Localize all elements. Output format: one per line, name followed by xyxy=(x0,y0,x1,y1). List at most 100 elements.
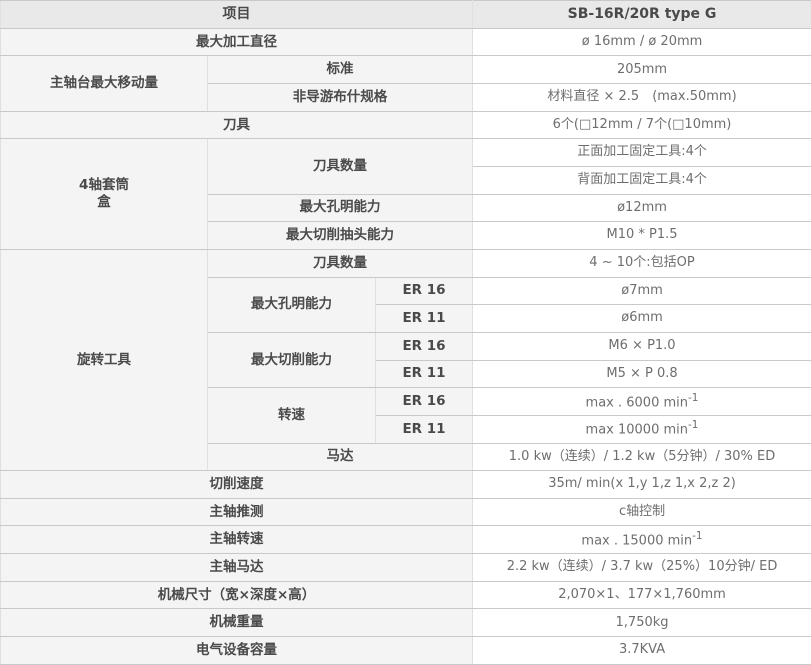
label-motor-text: 马达 xyxy=(327,448,354,464)
value-front-fixed-tools-text: 正面加工固定工具:4个 xyxy=(577,144,707,159)
value-spindle-speed-superscript: -1 xyxy=(692,530,702,542)
value-spindle-speed-text: max . 15000 min xyxy=(581,533,692,548)
label-headstock-max-stroke-text: 主轴台最大移动量 xyxy=(50,75,158,91)
label-motor: 马达 xyxy=(208,443,473,471)
label-tool-count-text: 刀具数量 xyxy=(313,158,367,174)
value-cutting-speed-text: 35m/ min(x 1,y 1,z 1,x 2,z 2) xyxy=(548,476,736,491)
value-motor-text: 1.0 kw（连续）/ 1.2 kw（5分钟）/ 30% ED xyxy=(509,449,775,464)
table-row: 项目 SB-16R/20R type G xyxy=(1,1,811,29)
value-er16-speed-text: max . 6000 min xyxy=(586,395,688,410)
value-max-tapping-capacity: M10 * P1.5 xyxy=(473,222,811,250)
value-max-machining-diameter: ø 16mm / ø 20mm xyxy=(473,28,811,56)
value-machine-weight-text: 1,750kg xyxy=(616,615,669,630)
value-non-guide-bush-spec: 材料直径 × 2.5 (max.50mm) xyxy=(473,83,811,111)
column-header-item-text: 项目 xyxy=(223,6,251,22)
label-er11-text: ER 11 xyxy=(402,421,445,437)
label-max-machining-diameter: 最大加工直径 xyxy=(1,28,473,56)
value-rotary-tool-count: 4 ~ 10个:包括OP xyxy=(473,249,811,277)
label-tools: 刀具 xyxy=(1,111,473,139)
label-spindle-speed: 主轴转速 xyxy=(1,526,473,554)
value-er11-tapping: M5 × P 0.8 xyxy=(473,360,811,388)
label-tools-text: 刀具 xyxy=(223,117,250,133)
label-machine-weight: 机械重量 xyxy=(1,609,473,637)
value-er11-drilling: ø6mm xyxy=(473,305,811,333)
value-machine-dimensions: 2,070×1、177×1,760mm xyxy=(473,581,811,609)
value-electrical-capacity-text: 3.7KVA xyxy=(619,642,665,657)
value-er11-speed-superscript: -1 xyxy=(688,419,698,431)
label-er11: ER 11 xyxy=(376,415,473,443)
label-er16: ER 16 xyxy=(376,388,473,416)
label-spindle-indexing: 主轴推测 xyxy=(1,498,473,526)
label-rotary-tools-text: 旋转工具 xyxy=(77,352,131,368)
label-cutting-speed-text: 切削速度 xyxy=(210,476,264,492)
value-max-machining-diameter-text: ø 16mm / ø 20mm xyxy=(582,34,703,49)
column-header-model: SB-16R/20R type G xyxy=(473,1,811,29)
table-row: 最大加工直径 ø 16mm / ø 20mm xyxy=(1,28,811,56)
label-spindle-motor: 主轴马达 xyxy=(1,554,473,582)
value-rotary-tool-count-text: 4 ~ 10个:包括OP xyxy=(589,255,694,270)
table-row: 机械重量 1,750kg xyxy=(1,609,811,637)
value-motor: 1.0 kw（连续）/ 1.2 kw（5分钟）/ 30% ED xyxy=(473,443,811,471)
value-spindle-speed: max . 15000 min-1 xyxy=(473,526,811,554)
value-tools-text: 6个(□12mm / 7个(□10mm) xyxy=(553,117,732,132)
label-er16-text: ER 16 xyxy=(402,393,445,409)
label-max-drilling-capacity: 最大孔明能力 xyxy=(208,194,473,222)
label-rotary-tools: 旋转工具 xyxy=(1,249,208,470)
label-rotary-max-tapping: 最大切削能力 xyxy=(208,332,376,387)
label-max-drilling-capacity-text: 最大孔明能力 xyxy=(300,199,381,215)
label-cutting-speed: 切削速度 xyxy=(1,471,473,499)
value-non-guide-bush-spec-text: 材料直径 × 2.5 (max.50mm) xyxy=(547,89,736,104)
label-4-axis-sleeve-box-text: 4轴套筒 盒 xyxy=(79,177,129,210)
label-electrical-capacity-text: 电气设备容量 xyxy=(196,642,277,658)
label-machine-dimensions-text: 机械尺寸（宽×深度×高） xyxy=(158,587,316,603)
table-row: 电气设备容量 3.7KVA xyxy=(1,637,811,665)
label-machine-weight-text: 机械重量 xyxy=(210,614,264,630)
table-row: 刀具 6个(□12mm / 7个(□10mm) xyxy=(1,111,811,139)
value-back-fixed-tools: 背面加工固定工具:4个 xyxy=(473,166,811,194)
label-max-machining-diameter-text: 最大加工直径 xyxy=(196,34,277,50)
value-machine-dimensions-text: 2,070×1、177×1,760mm xyxy=(558,587,726,602)
table-row: 主轴推测 c轴控制 xyxy=(1,498,811,526)
table-row: 主轴马达 2.2 kw（连续）/ 3.7 kw（25%）10分钟/ ED xyxy=(1,554,811,582)
label-rotation-speed-text: 转速 xyxy=(278,407,305,423)
value-er11-drilling-text: ø6mm xyxy=(621,310,663,325)
label-rotary-tool-count: 刀具数量 xyxy=(208,249,473,277)
label-rotation-speed: 转速 xyxy=(208,388,376,443)
label-spindle-indexing-text: 主轴推测 xyxy=(210,504,264,520)
label-standard-text: 标准 xyxy=(327,61,354,77)
table-row: 4轴套筒 盒刀具数量正面加工固定工具:4个 xyxy=(1,139,811,167)
label-er16: ER 16 xyxy=(376,332,473,360)
label-rotary-max-drilling-text: 最大孔明能力 xyxy=(251,296,332,312)
label-non-guide-bush-spec-text: 非导游布什规格 xyxy=(293,89,388,105)
value-spindle-motor-text: 2.2 kw（连续）/ 3.7 kw（25%）10分钟/ ED xyxy=(507,559,778,574)
value-machine-weight: 1,750kg xyxy=(473,609,811,637)
label-max-tapping-capacity: 最大切削抽头能力 xyxy=(208,222,473,250)
label-er11-text: ER 11 xyxy=(402,310,445,326)
label-electrical-capacity: 电气设备容量 xyxy=(1,637,473,665)
value-er16-speed-superscript: -1 xyxy=(688,392,698,404)
column-header-model-text: SB-16R/20R type G xyxy=(568,6,717,22)
table-row: 切削速度 35m/ min(x 1,y 1,z 1,x 2,z 2) xyxy=(1,471,811,499)
label-spindle-motor-text: 主轴马达 xyxy=(210,559,264,575)
label-er11-text: ER 11 xyxy=(402,365,445,381)
label-tool-count: 刀具数量 xyxy=(208,139,473,194)
label-machine-dimensions: 机械尺寸（宽×深度×高） xyxy=(1,581,473,609)
column-header-item: 项目 xyxy=(1,1,473,29)
label-er11: ER 11 xyxy=(376,305,473,333)
label-er16-text: ER 16 xyxy=(402,282,445,298)
value-er16-tapping-text: M6 × P1.0 xyxy=(608,338,675,353)
label-er11: ER 11 xyxy=(376,360,473,388)
value-er11-tapping-text: M5 × P 0.8 xyxy=(606,366,677,381)
label-er16: ER 16 xyxy=(376,277,473,305)
label-rotary-max-tapping-text: 最大切削能力 xyxy=(251,352,332,368)
label-max-tapping-capacity-text: 最大切削抽头能力 xyxy=(286,227,394,243)
value-er11-speed-text: max 10000 min xyxy=(586,423,688,438)
label-non-guide-bush-spec: 非导游布什规格 xyxy=(208,83,473,111)
value-spindle-indexing: c轴控制 xyxy=(473,498,811,526)
label-er16-text: ER 16 xyxy=(402,338,445,354)
